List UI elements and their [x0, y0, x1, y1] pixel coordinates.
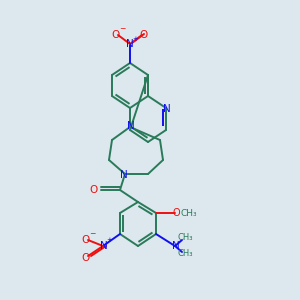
Text: N: N — [163, 104, 171, 114]
Text: O: O — [82, 253, 90, 263]
Text: −: − — [119, 25, 125, 34]
Text: N: N — [172, 241, 180, 251]
Text: O: O — [172, 208, 180, 218]
Text: N: N — [120, 170, 128, 180]
Text: N: N — [100, 241, 108, 251]
Text: CH₃: CH₃ — [181, 208, 197, 217]
Text: +: + — [106, 237, 112, 243]
Text: N: N — [126, 39, 134, 49]
Text: −: − — [89, 230, 95, 238]
Text: CH₃: CH₃ — [177, 250, 193, 259]
Text: +: + — [132, 36, 138, 42]
Text: O: O — [82, 235, 90, 245]
Text: O: O — [112, 30, 120, 40]
Text: CH₃: CH₃ — [177, 233, 193, 242]
Text: O: O — [140, 30, 148, 40]
Text: N: N — [127, 121, 135, 131]
Text: O: O — [90, 185, 98, 195]
